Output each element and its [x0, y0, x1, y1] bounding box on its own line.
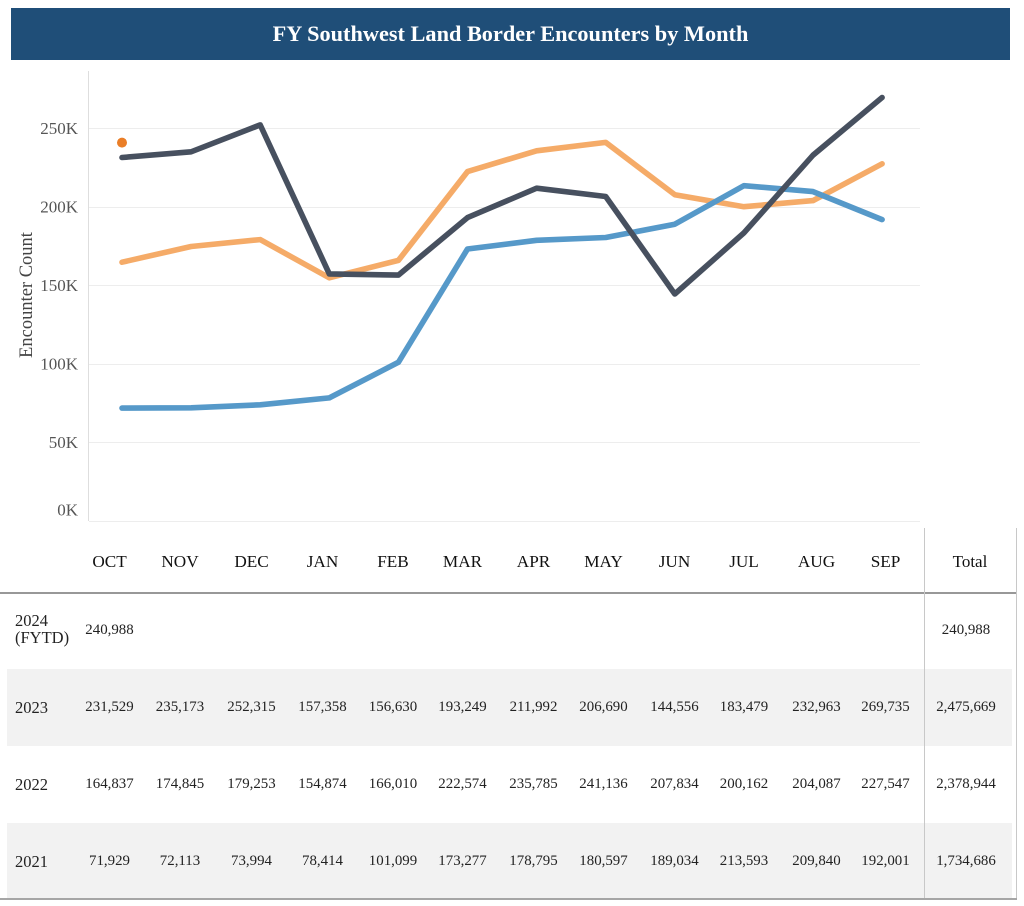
svg-text:250K: 250K [40, 119, 79, 138]
svg-text:0K: 0K [57, 501, 79, 520]
svg-text:100K: 100K [40, 355, 79, 374]
svg-text:150K: 150K [40, 276, 79, 295]
svg-text:200K: 200K [40, 198, 79, 217]
svg-text:50K: 50K [49, 433, 79, 452]
svg-text:Encounter Count: Encounter Count [17, 231, 37, 358]
